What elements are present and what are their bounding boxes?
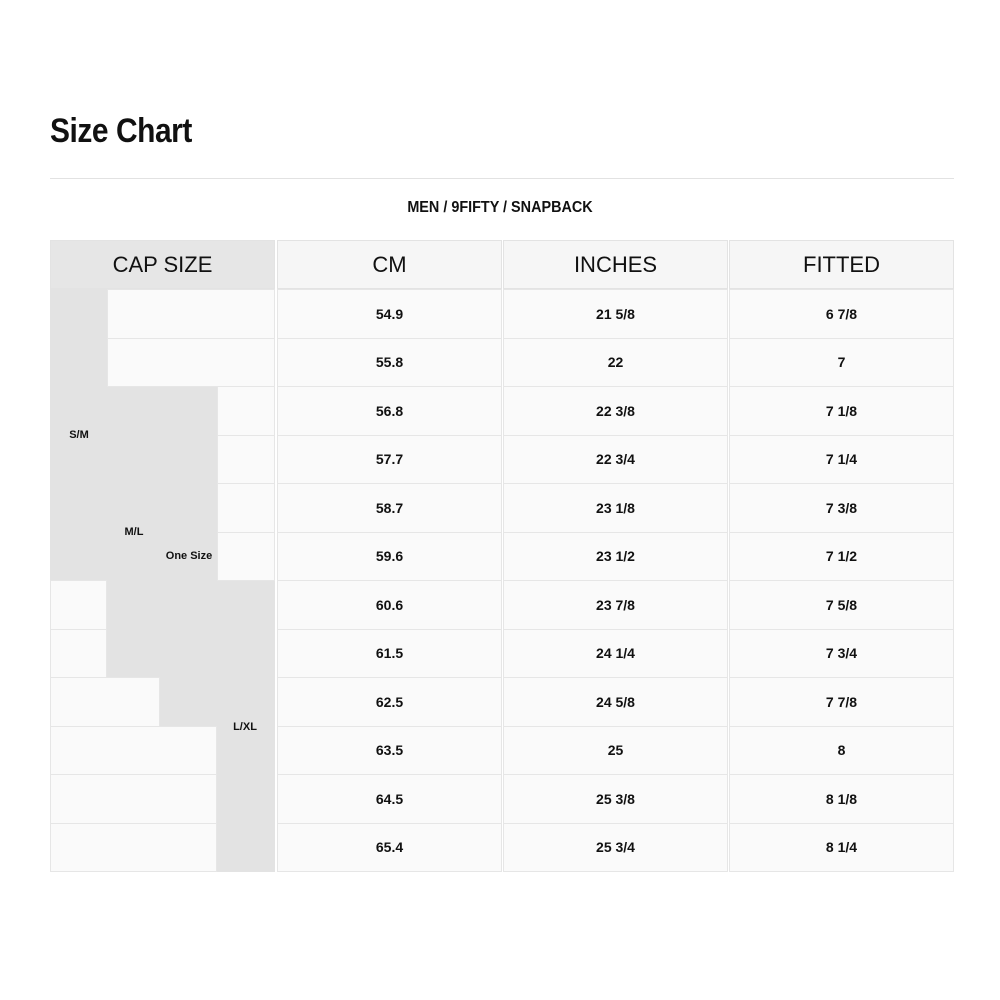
fitted-cell: 8 1/4	[729, 822, 954, 872]
header-inches: INCHES	[503, 240, 728, 289]
inches-cell: 25 3/8	[503, 774, 728, 824]
fitted-cell: 7 5/8	[729, 580, 954, 630]
cap-size-empty-cell	[217, 531, 275, 581]
fitted-cell: 6 7/8	[729, 289, 954, 339]
header-fitted: FITTED	[729, 240, 954, 289]
fitted-cell: 8 1/8	[729, 774, 954, 824]
inches-cell: 24 5/8	[503, 677, 728, 727]
fitted-cell: 7 1/4	[729, 434, 954, 484]
cap-size-empty-cell	[50, 628, 107, 678]
cm-cell: 60.6	[277, 580, 502, 630]
cap-size-empty-cell	[217, 434, 275, 484]
cm-cell: 57.7	[277, 434, 502, 484]
inches-cell: 22	[503, 337, 728, 387]
size-table: CAP SIZE CM INCHES FITTED 54.9 21 5/8 6 7/…	[50, 240, 955, 872]
cap-size-area	[50, 289, 275, 872]
inches-cell: 24 1/4	[503, 628, 728, 678]
cm-cell: 59.6	[277, 531, 502, 581]
cm-cell: 54.9	[277, 289, 502, 339]
cm-cell: 63.5	[277, 725, 502, 775]
inches-cell: 23 7/8	[503, 580, 728, 630]
fitted-cell: 7 1/2	[729, 531, 954, 581]
cap-size-empty-cell	[217, 483, 275, 533]
cm-cell: 55.8	[277, 337, 502, 387]
inches-cell: 21 5/8	[503, 289, 728, 339]
inches-cell: 23 1/2	[503, 531, 728, 581]
cap-size-ml: M/L	[124, 526, 144, 538]
cm-cell: 56.8	[277, 386, 502, 436]
fitted-cell: 7 3/4	[729, 628, 954, 678]
cap-size-empty-cell	[50, 677, 160, 727]
page-title: Size Chart	[50, 112, 192, 150]
header-cm: CM	[277, 240, 502, 289]
cap-size-empty-cell	[50, 580, 107, 630]
fitted-cell: 7	[729, 337, 954, 387]
fitted-cell: 7 1/8	[729, 386, 954, 436]
divider	[50, 178, 954, 179]
fitted-cell: 7 3/8	[729, 483, 954, 533]
cm-cell: 58.7	[277, 483, 502, 533]
inches-cell: 22 3/8	[503, 386, 728, 436]
cap-size-empty-cell	[50, 725, 217, 775]
cap-size-lxl: L/XL	[233, 721, 257, 733]
cap-size-empty-cell	[217, 386, 275, 436]
chart-subtitle: MEN / 9FIFTY / SNAPBACK	[407, 199, 593, 216]
cm-cell: 64.5	[277, 774, 502, 824]
cm-cell: 62.5	[277, 677, 502, 727]
header-cap-size: CAP SIZE	[50, 240, 275, 289]
fitted-cell: 8	[729, 725, 954, 775]
inches-cell: 25 3/4	[503, 822, 728, 872]
fitted-cell: 7 7/8	[729, 677, 954, 727]
cap-size-empty-cell	[50, 774, 217, 824]
cap-size-empty-cell	[50, 822, 217, 872]
cap-size-empty-cell	[107, 337, 275, 387]
cm-cell: 65.4	[277, 822, 502, 872]
cm-cell: 61.5	[277, 628, 502, 678]
cap-size-one-size: One Size	[165, 550, 213, 562]
cap-size-empty-cell	[107, 289, 275, 339]
cap-size-sm: S/M	[69, 429, 89, 441]
inches-cell: 25	[503, 725, 728, 775]
inches-cell: 23 1/8	[503, 483, 728, 533]
inches-cell: 22 3/4	[503, 434, 728, 484]
